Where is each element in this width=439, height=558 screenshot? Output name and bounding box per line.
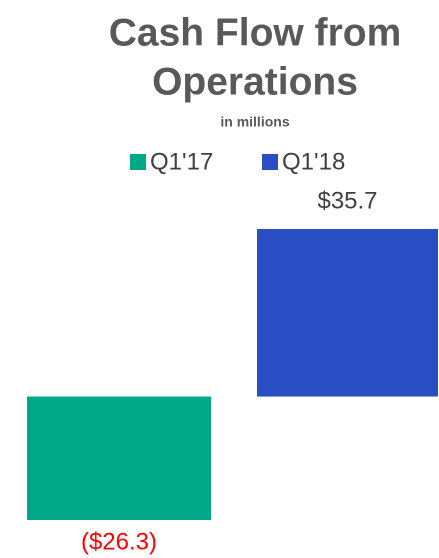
- chart-title: Operations: [152, 60, 358, 103]
- chart-title: Cash Flow from: [109, 11, 402, 54]
- legend-swatch: [262, 154, 278, 170]
- value-label: $35.7: [317, 187, 377, 214]
- legend-swatch: [130, 154, 146, 170]
- bar: [257, 229, 438, 397]
- bar: [27, 396, 211, 520]
- legend-label: Q1'18: [282, 148, 345, 175]
- legend-label: Q1'17: [150, 148, 213, 175]
- value-label: ($26.3): [81, 528, 157, 555]
- chart-subtitle: in millions: [220, 114, 289, 130]
